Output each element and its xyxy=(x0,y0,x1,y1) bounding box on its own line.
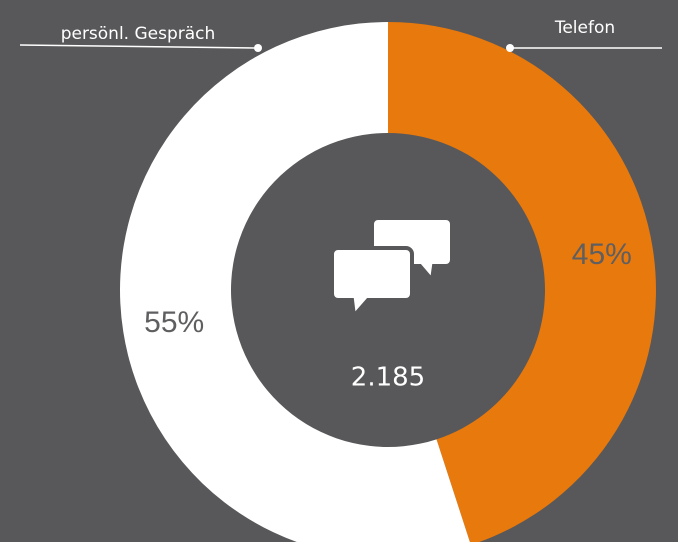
value-label: 45% xyxy=(572,238,632,271)
center-label: 2.185 xyxy=(351,363,425,393)
slice xyxy=(120,22,470,542)
legend-label: persönl. Gespräch xyxy=(61,24,216,44)
value-label: 55% xyxy=(144,306,204,339)
chat-icon xyxy=(330,216,454,321)
legend-label: Telefon xyxy=(554,18,615,38)
leader-line xyxy=(19,44,259,49)
slices xyxy=(120,22,656,542)
bubble-front xyxy=(330,246,414,321)
leader-dot xyxy=(506,44,514,52)
leader-dot xyxy=(254,44,262,52)
slice xyxy=(388,22,656,542)
